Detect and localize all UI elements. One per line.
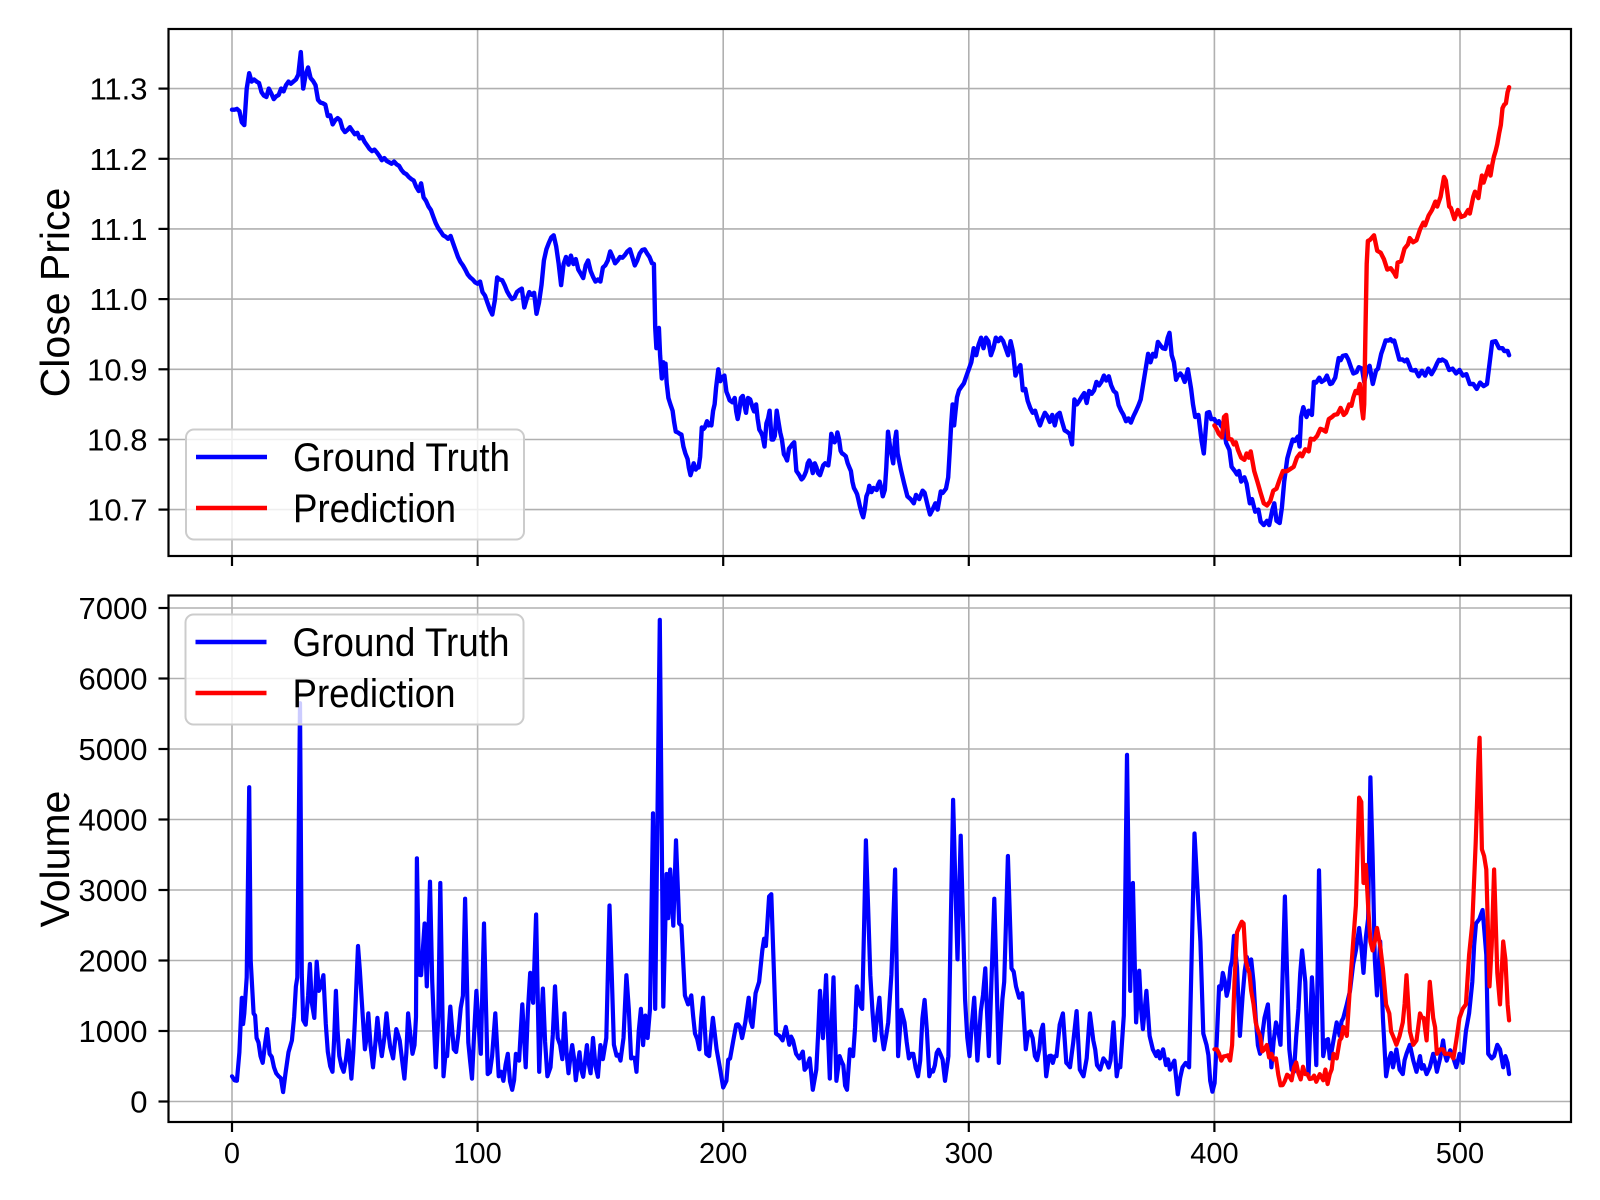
svg-text:500: 500: [1436, 1138, 1484, 1170]
svg-text:Close Price: Close Price: [32, 188, 78, 398]
svg-text:7000: 7000: [79, 591, 148, 626]
svg-text:11.2: 11.2: [89, 142, 147, 177]
svg-text:11.0: 11.0: [89, 282, 147, 317]
svg-text:3000: 3000: [79, 873, 148, 908]
svg-text:200: 200: [699, 1138, 747, 1170]
svg-text:11.3: 11.3: [89, 72, 147, 107]
svg-text:5000: 5000: [79, 732, 148, 767]
svg-text:2000: 2000: [79, 944, 148, 979]
svg-text:1000: 1000: [79, 1014, 148, 1049]
svg-text:Ground Truth: Ground Truth: [293, 436, 510, 480]
svg-text:Volume: Volume: [32, 791, 78, 928]
svg-text:4000: 4000: [79, 803, 148, 838]
svg-text:400: 400: [1190, 1138, 1238, 1170]
svg-text:10.7: 10.7: [87, 493, 147, 528]
svg-text:10.9: 10.9: [87, 352, 147, 387]
svg-text:0: 0: [130, 1085, 147, 1120]
svg-text:300: 300: [945, 1138, 993, 1170]
svg-text:11.1: 11.1: [89, 212, 147, 247]
svg-text:6000: 6000: [79, 662, 148, 697]
svg-text:10.8: 10.8: [87, 423, 147, 458]
svg-text:Prediction: Prediction: [293, 672, 456, 716]
svg-text:Prediction: Prediction: [293, 487, 456, 531]
svg-text:0: 0: [224, 1138, 240, 1170]
svg-text:Ground Truth: Ground Truth: [293, 621, 510, 665]
svg-text:100: 100: [453, 1138, 501, 1170]
